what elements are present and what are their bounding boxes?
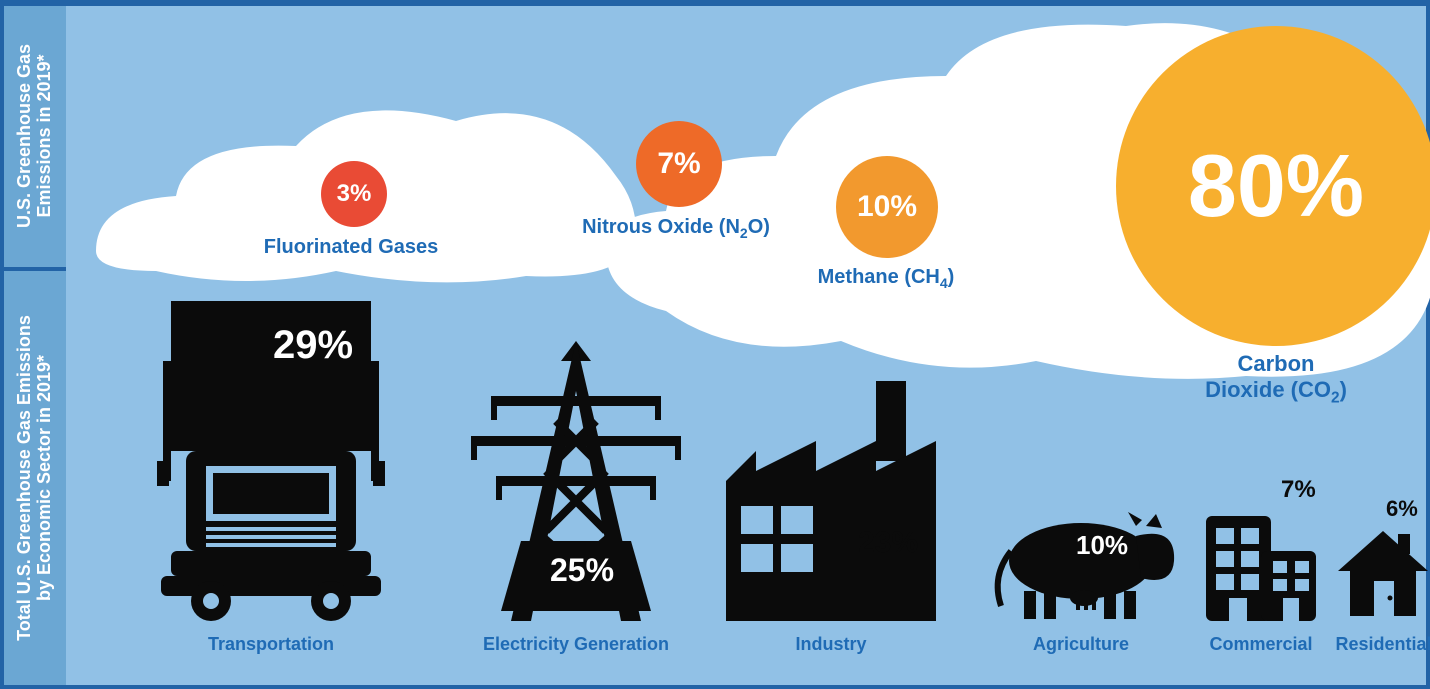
- sector-electricity-pct: 25%: [550, 552, 614, 589]
- gas-co2-pct: 80%: [1188, 135, 1364, 237]
- sector-commercial: 7% Commercial: [1201, 506, 1321, 621]
- rail-top: U.S. Greenhouse Gas Emissions in 2019*: [4, 6, 66, 271]
- sector-industry-label: Industry: [795, 634, 866, 655]
- sector-electricity-label: Electricity Generation: [483, 634, 669, 655]
- sector-transportation-label: Transportation: [208, 634, 334, 655]
- sector-industry: 23% Industry: [726, 381, 936, 621]
- gas-fluorinated-pct: 3%: [337, 180, 372, 208]
- gas-fluorinated-label: Fluorinated Gases: [264, 236, 439, 259]
- gas-n2o-pct: 7%: [657, 147, 700, 181]
- truck-icon: [151, 301, 391, 621]
- side-rail: U.S. Greenhouse Gas Emissions in 2019* T…: [4, 6, 66, 685]
- sector-transportation: 29% Transportation: [151, 301, 391, 621]
- house-icon: [1336, 526, 1430, 621]
- gas-ch4-bubble: 10%: [836, 156, 938, 258]
- rail-top-label: U.S. Greenhouse Gas Emissions in 2019*: [15, 44, 55, 228]
- sector-commercial-pct: 7%: [1281, 476, 1316, 504]
- rail-bottom-label: Total U.S. Greenhouse Gas Emissions by E…: [15, 315, 55, 641]
- sector-transportation-pct: 29%: [273, 323, 353, 368]
- sector-electricity: 25% Electricity Generation: [461, 341, 691, 621]
- canvas: 3% Fluorinated Gases 7% Nitrous Oxide (N…: [66, 6, 1426, 685]
- gas-ch4-pct: 10%: [857, 190, 917, 224]
- rail-bottom: Total U.S. Greenhouse Gas Emissions by E…: [4, 271, 66, 685]
- sector-residential: 6% Residential: [1336, 526, 1430, 621]
- rail-bottom-line1: Total U.S. Greenhouse Gas Emissions: [14, 315, 34, 641]
- gas-n2o-label: Nitrous Oxide (N2O): [582, 216, 770, 241]
- sector-agriculture: 10% Agriculture: [986, 506, 1176, 621]
- cow-icon: [986, 506, 1176, 621]
- gas-fluorinated-bubble: 3%: [321, 161, 387, 227]
- sector-agriculture-pct: 10%: [1076, 530, 1128, 561]
- rail-top-line2: Emissions in 2019*: [35, 44, 55, 228]
- gas-co2-label: Carbon Dioxide (CO2): [1201, 351, 1351, 407]
- sector-residential-label: Residential: [1335, 634, 1430, 655]
- sector-residential-pct: 6%: [1386, 496, 1418, 522]
- rail-bottom-line2: by Economic Sector in 2019*: [35, 315, 55, 641]
- gas-n2o-bubble: 7%: [636, 121, 722, 207]
- buildings-icon: [1201, 506, 1321, 621]
- gas-ch4-label: Methane (CH4): [818, 266, 955, 291]
- sector-industry-pct: 23%: [858, 526, 918, 560]
- rail-top-line1: U.S. Greenhouse Gas: [14, 44, 34, 228]
- sector-agriculture-label: Agriculture: [1033, 634, 1129, 655]
- gas-co2-bubble: 80%: [1116, 26, 1430, 346]
- infographic-frame: U.S. Greenhouse Gas Emissions in 2019* T…: [0, 0, 1430, 689]
- sector-commercial-label: Commercial: [1209, 634, 1312, 655]
- factory-icon: [726, 381, 936, 621]
